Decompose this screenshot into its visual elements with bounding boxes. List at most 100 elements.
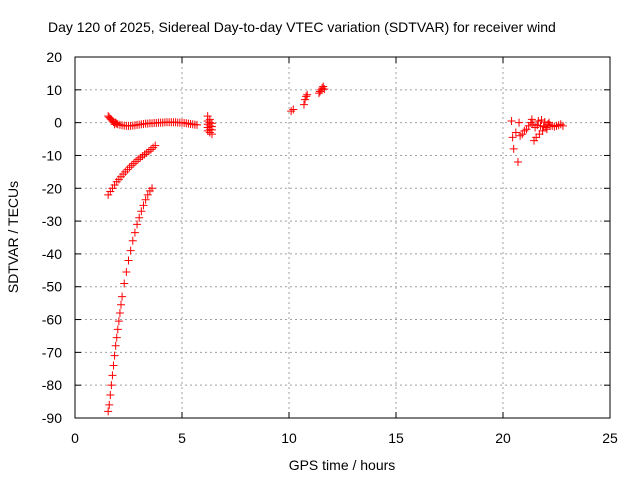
data-point [107,381,116,390]
data-point [125,163,134,172]
data-point [320,85,329,94]
data-point [121,167,130,176]
grid-layer [75,57,610,418]
data-point [108,116,117,125]
data-point [546,121,555,130]
data-point [299,100,308,109]
x-tick-label: 5 [178,430,186,446]
series-cluster-midday-positive [287,82,329,116]
y-tick-label: 10 [46,82,62,98]
data-point [136,153,145,162]
data-point [289,105,298,114]
data-point [144,147,153,156]
x-tick-label: 15 [388,430,404,446]
data-point [515,118,524,127]
data-point [526,118,535,127]
data-point [302,92,311,101]
data-point [106,187,115,196]
data-point [316,87,325,96]
data-point [511,128,520,137]
data-point [303,90,312,99]
data-point [534,116,543,125]
data-point [535,130,544,139]
data-point [122,267,131,276]
data-point [146,145,155,154]
data-point [124,256,133,265]
data-point [126,246,135,255]
data-point [528,120,537,129]
y-tick-label: -80 [42,377,62,393]
data-point [507,116,516,125]
x-tick-label: 20 [495,430,511,446]
series-cluster-near-zero-early [104,112,216,139]
y-tick-label: -20 [42,180,62,196]
data-point [133,220,142,229]
data-point [513,158,522,167]
data-point [135,213,144,222]
data-point [554,121,563,130]
y-tick-label: -90 [42,410,62,426]
data-point [516,131,525,140]
data-point [108,184,117,193]
data-point [104,190,113,199]
data-point [112,119,121,128]
data-point [142,148,151,157]
data-point [522,125,531,134]
data-point [129,159,138,168]
data-point [543,120,552,129]
data-point [556,120,565,129]
data-point [318,84,327,93]
data-point [203,126,212,135]
data-point [527,115,536,124]
data-point [550,122,559,131]
data-point [110,180,119,189]
x-tick-label: 25 [602,430,618,446]
data-point [140,150,149,159]
data-point [508,133,517,142]
data-point [149,143,158,152]
data-point [151,141,160,150]
tick-layer: 0 5 10 15 20 25 20 10 0 -10 -20 -30 -40 -50 -60 -70 -80 -… [42,49,618,446]
data-point [509,144,518,153]
chart-title: Day 120 of 2025, Sidereal Day-to-day VTE… [48,19,556,35]
data-point [518,130,527,139]
data-point [541,123,550,132]
series-cluster-deep-negative [104,184,157,416]
y-axis-label: SDTVAR / TECUs [5,181,21,293]
data-point [127,161,136,170]
data-point [117,300,126,309]
data-point [207,130,216,139]
data-point [137,207,146,216]
data-point [134,155,143,164]
data-point [108,371,117,380]
data-point [533,121,542,130]
data-point [130,228,139,237]
data-point [524,121,533,130]
data-point [112,333,121,342]
y-tick-label: 0 [54,115,62,131]
y-tick-label: -10 [42,147,62,163]
data-point [111,341,120,350]
data-point [287,107,296,116]
data-point [520,126,529,135]
data-point [542,125,551,134]
y-tick-label: -40 [42,246,62,262]
data-point [114,317,123,326]
data-point [536,121,545,130]
data-point [104,407,113,416]
data-point [141,195,150,204]
x-tick-label: 0 [71,430,79,446]
y-tick-label: -50 [42,279,62,295]
data-point [111,118,120,127]
data-point [143,190,152,199]
x-axis-label: GPS time / hours [289,457,396,473]
data-point [131,157,140,166]
y-tick-label: -30 [42,213,62,229]
data-point [123,165,132,174]
data-point [301,95,310,104]
data-point [113,120,122,129]
data-point [113,325,122,334]
plot-frame [74,56,611,419]
data-point [537,116,546,125]
data-point [317,85,326,94]
